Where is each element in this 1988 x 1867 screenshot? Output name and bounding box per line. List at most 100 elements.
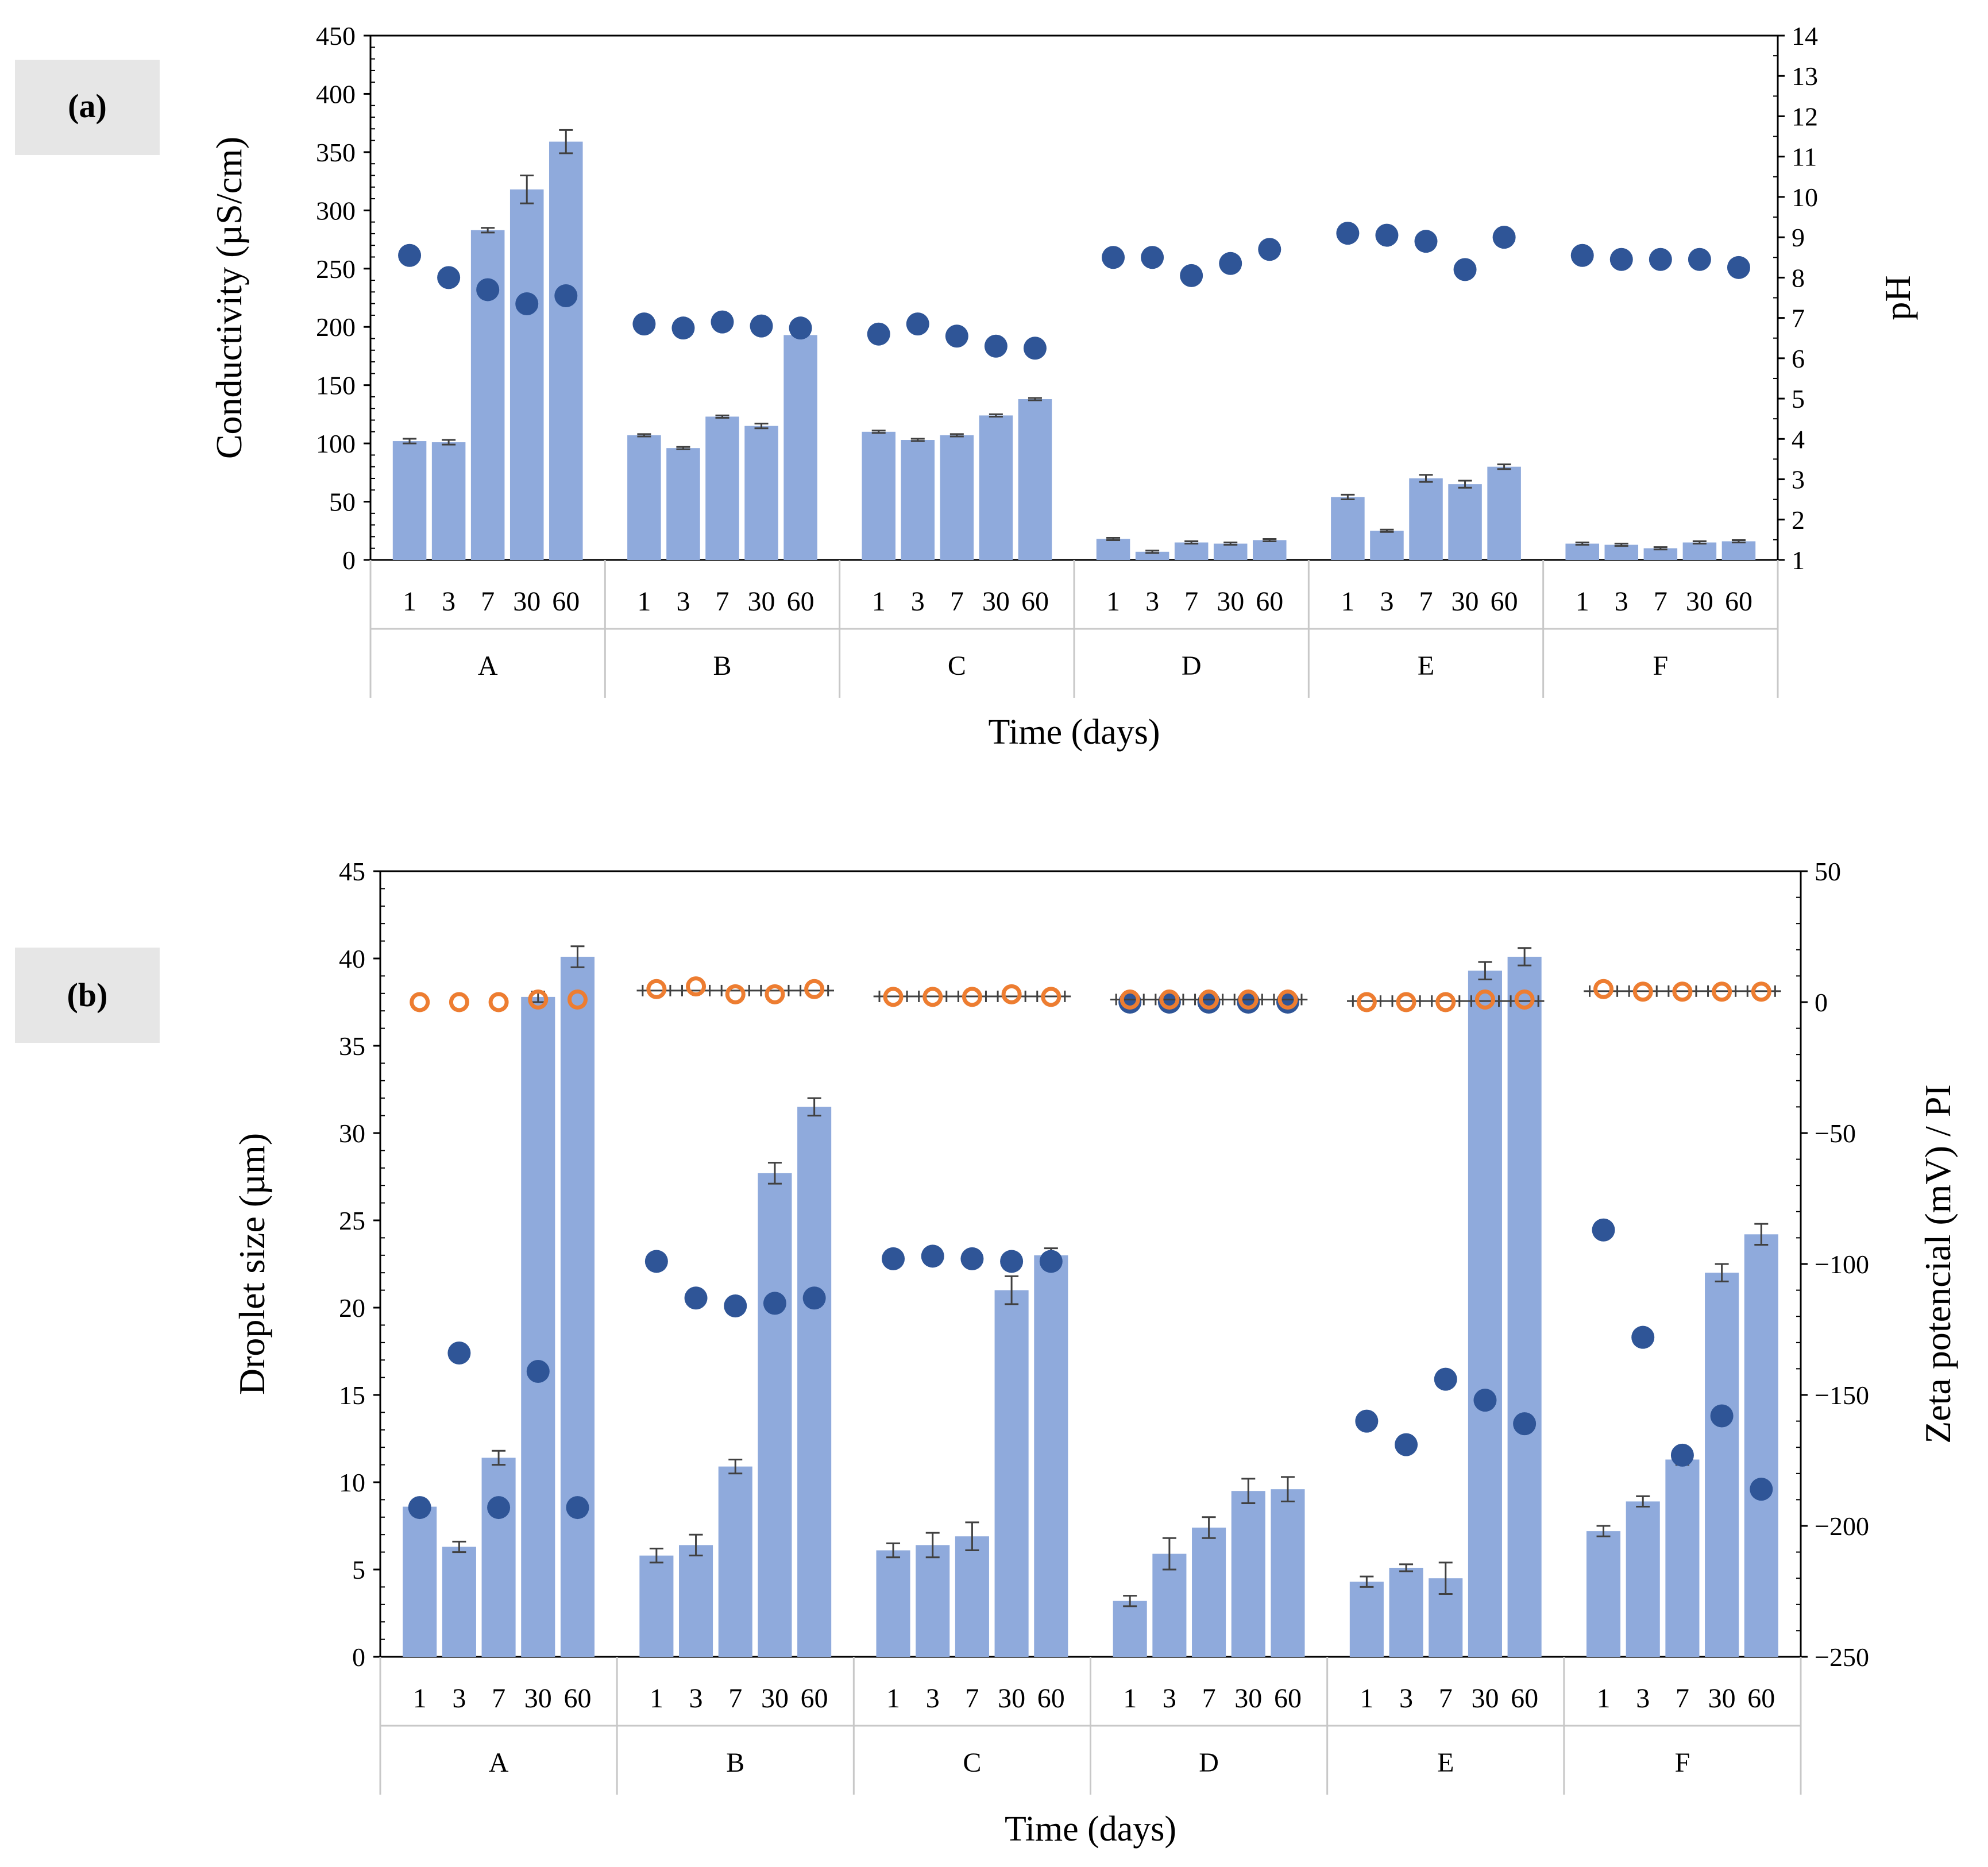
day-label: 3 <box>911 586 925 617</box>
x-axis-title: Time (days) <box>988 713 1160 752</box>
day-label: 30 <box>1471 1683 1499 1714</box>
right-tick-label: 11 <box>1792 142 1817 172</box>
day-label: 30 <box>524 1683 552 1714</box>
right-tick-label: 12 <box>1792 102 1818 131</box>
bar-B-3 <box>679 1545 713 1657</box>
bar-D-60 <box>1271 1489 1305 1657</box>
bar-A-30 <box>521 996 555 1657</box>
marker-ph <box>867 322 890 346</box>
bar-C-30 <box>994 1290 1029 1657</box>
bar-A-3 <box>442 1547 476 1657</box>
bar-D-7 <box>1192 1528 1226 1657</box>
day-label: 3 <box>676 586 690 617</box>
bar-B-30 <box>758 1173 792 1657</box>
bar-F-1 <box>1586 1531 1621 1657</box>
day-label: 1 <box>1106 586 1120 617</box>
marker-ph <box>515 292 539 316</box>
group-label: E <box>1437 1748 1454 1778</box>
left-tick-label: 450 <box>316 21 356 51</box>
left-tick-label: 300 <box>316 196 356 225</box>
marker-ph <box>1570 243 1594 267</box>
y-axis-title-right: pH <box>1877 275 1918 320</box>
day-label: 60 <box>1037 1683 1065 1714</box>
day-label: 3 <box>1615 586 1628 617</box>
marker-zeta-potential <box>1513 1412 1537 1436</box>
day-label: 3 <box>452 1683 466 1714</box>
left-tick-label: 35 <box>339 1031 365 1061</box>
marker-ph <box>1219 252 1242 275</box>
bar-A-1 <box>403 1506 437 1657</box>
left-tick-label: 150 <box>316 371 356 400</box>
right-tick-label: 5 <box>1792 384 1805 413</box>
left-tick-label: 50 <box>329 488 356 517</box>
day-label: 7 <box>1419 586 1433 617</box>
bar-A-7 <box>481 1458 516 1657</box>
marker-ph <box>711 310 734 334</box>
chart-b-droplet-zeta: 0 5 10 15 20 25 30 35 40 45 −250 −200 −150 −100 −50 0 50… <box>231 857 1958 1849</box>
bar-B-1 <box>639 1555 674 1657</box>
day-label: 60 <box>552 586 580 617</box>
bar-B-60 <box>783 335 817 560</box>
marker-zeta-potential <box>1473 1389 1497 1412</box>
marker-zeta-potential <box>566 1496 589 1520</box>
marker-ph <box>1102 246 1125 269</box>
day-label: 60 <box>1511 1683 1538 1714</box>
marker-pi <box>1238 989 1259 1010</box>
bar-E-60 <box>1507 956 1542 1657</box>
day-label: 60 <box>1274 1683 1302 1714</box>
right-tick-label: −100 <box>1815 1250 1869 1279</box>
bar-C-7 <box>955 1536 989 1657</box>
day-label: 7 <box>950 586 964 617</box>
bar-F-30 <box>1682 542 1717 560</box>
right-tick-label: −50 <box>1815 1119 1856 1148</box>
bar-C-1 <box>862 431 895 560</box>
marker-ph <box>984 334 1007 358</box>
bar-D-1 <box>1096 539 1130 560</box>
day-label: 1 <box>1597 1683 1611 1714</box>
left-tick-label: 100 <box>316 429 356 458</box>
left-tick-label: 15 <box>339 1381 365 1410</box>
y-axis-title-left: Conductivity (µS/cm) <box>209 137 249 459</box>
marker-zeta-potential <box>1750 1478 1773 1501</box>
marker-pi <box>1712 981 1732 1002</box>
bar-E-3 <box>1370 531 1404 560</box>
day-label: 30 <box>998 1683 1025 1714</box>
left-tick-label: 40 <box>339 944 365 973</box>
right-tick-label: 7 <box>1792 304 1805 333</box>
left-tick-label: 20 <box>339 1293 365 1323</box>
marker-ph <box>1727 256 1750 279</box>
day-label: 1 <box>872 586 886 617</box>
day-label: 7 <box>1654 586 1667 617</box>
right-tick-label: 0 <box>1815 988 1828 1017</box>
day-label: 1 <box>403 586 416 617</box>
bar-B-60 <box>797 1107 832 1657</box>
bar-C-7 <box>940 435 974 560</box>
marker-ph <box>1688 248 1711 271</box>
marker-zeta-potential <box>408 1496 431 1520</box>
group-label: D <box>1199 1748 1219 1778</box>
marker-ph <box>1453 258 1477 281</box>
marker-pi <box>1514 989 1535 1010</box>
bar-F-7 <box>1665 1459 1700 1657</box>
day-label: 3 <box>1163 1683 1176 1714</box>
left-tick-label: 200 <box>316 312 356 342</box>
left-tick-label: 45 <box>339 857 365 886</box>
group-label: C <box>948 651 966 681</box>
marker-ph <box>789 316 812 340</box>
day-label: 3 <box>442 586 455 617</box>
marker-zeta-potential <box>960 1247 984 1270</box>
marker-pi <box>804 979 825 999</box>
marker-pi <box>488 992 509 1012</box>
marker-ph <box>1375 223 1399 247</box>
marker-zeta-potential <box>1000 1250 1024 1273</box>
group-label: D <box>1182 651 1202 681</box>
right-tick-label: 6 <box>1792 344 1805 373</box>
marker-pi <box>1001 984 1022 1004</box>
day-label: 1 <box>637 586 651 617</box>
marker-ph <box>1180 264 1203 287</box>
day-label: 30 <box>1686 586 1713 617</box>
bar-E-7 <box>1409 478 1443 560</box>
bar-F-3 <box>1604 544 1639 560</box>
bar-E-30 <box>1448 484 1482 560</box>
